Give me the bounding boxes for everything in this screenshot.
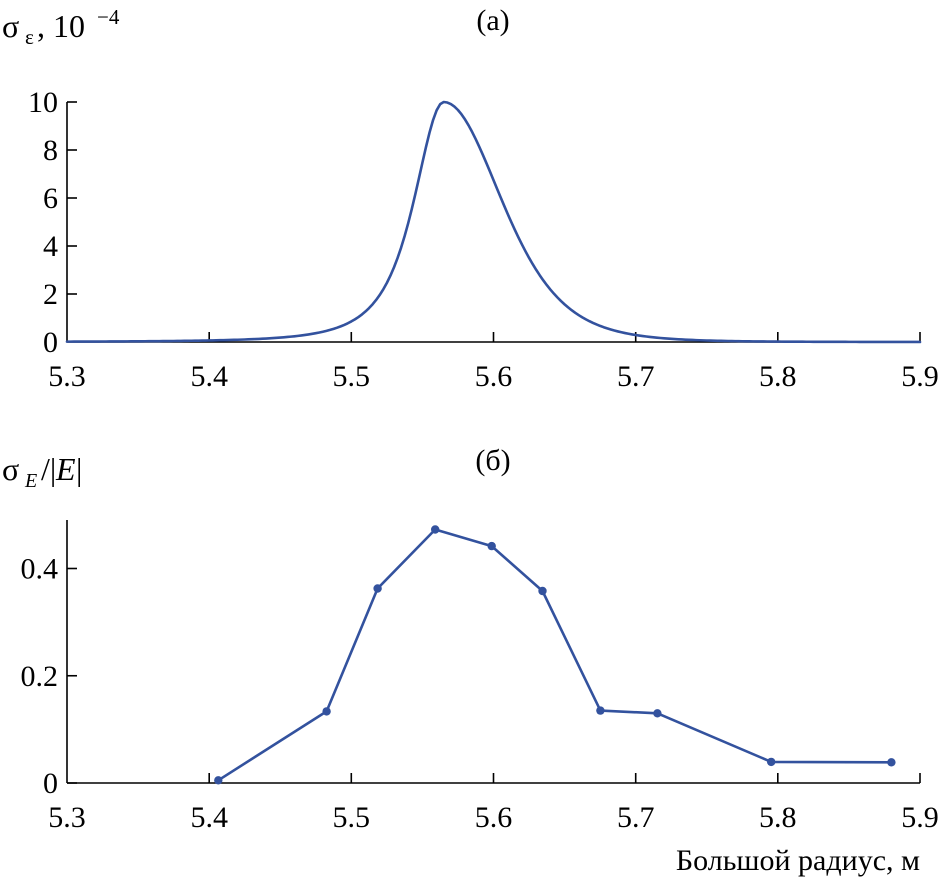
- svg-text:, 10: , 10: [37, 8, 85, 44]
- svg-text:5.8: 5.8: [759, 360, 797, 393]
- svg-text:5.7: 5.7: [617, 801, 655, 834]
- svg-text:/|: /|: [41, 451, 56, 487]
- svg-text:10: 10: [28, 86, 58, 119]
- svg-text:4: 4: [43, 230, 58, 263]
- svg-text:E: E: [24, 470, 37, 492]
- svg-text:5.7: 5.7: [617, 360, 655, 393]
- svg-text:(б): (б): [475, 444, 510, 477]
- svg-text:5.4: 5.4: [190, 801, 228, 834]
- svg-text:σ: σ: [2, 8, 19, 44]
- svg-text:5.3: 5.3: [48, 360, 86, 393]
- svg-text:|: |: [76, 451, 82, 487]
- svg-text:6: 6: [43, 182, 58, 215]
- svg-text:5.8: 5.8: [759, 801, 797, 834]
- svg-text:σ: σ: [2, 451, 19, 487]
- svg-text:5.6: 5.6: [475, 801, 513, 834]
- svg-text:E: E: [55, 451, 76, 487]
- svg-text:(a): (a): [476, 4, 509, 37]
- svg-text:0.4: 0.4: [21, 553, 59, 586]
- svg-text:5.5: 5.5: [333, 801, 371, 834]
- svg-text:0.2: 0.2: [21, 660, 59, 693]
- svg-text:8: 8: [43, 134, 58, 167]
- svg-text:ε: ε: [25, 25, 34, 49]
- svg-text:2: 2: [43, 278, 58, 311]
- svg-text:5.4: 5.4: [190, 360, 228, 393]
- svg-text:5.3: 5.3: [48, 801, 86, 834]
- svg-text:5.5: 5.5: [333, 360, 371, 393]
- svg-text:−4: −4: [97, 5, 120, 29]
- svg-text:0: 0: [43, 326, 58, 359]
- svg-text:5.9: 5.9: [901, 801, 939, 834]
- svg-text:0: 0: [43, 767, 58, 800]
- svg-text:5.9: 5.9: [901, 360, 939, 393]
- svg-text:Большой радиус, м: Большой радиус, м: [676, 844, 920, 877]
- svg-text:5.6: 5.6: [475, 360, 513, 393]
